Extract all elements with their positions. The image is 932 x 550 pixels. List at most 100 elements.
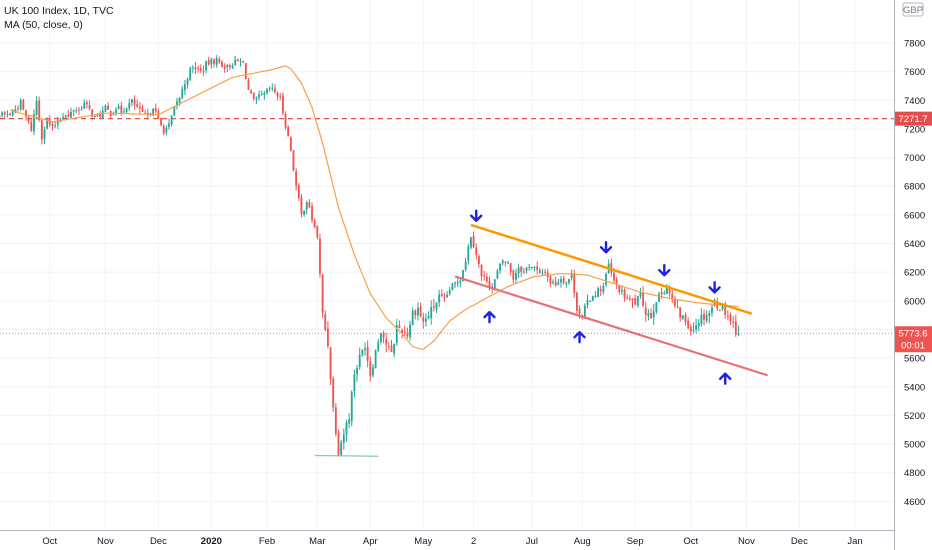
resistance-price-label: 7271.7 [898,114,927,125]
candle-body [525,267,528,271]
candle-body [681,315,684,319]
candle-body [321,274,324,313]
candle-body [154,108,157,112]
candle-body [414,310,417,316]
y-tick-label[interactable]: 7600 [904,67,925,78]
candle-body [520,266,523,272]
y-tick-label[interactable]: 6600 [904,210,925,221]
x-tick-label[interactable]: Mar [309,536,325,547]
x-tick-label[interactable]: Sep [627,536,644,547]
candle-body [19,100,22,110]
candle-body [430,307,433,318]
y-tick-label[interactable]: 4600 [904,497,925,508]
chart-legend[interactable]: UK 100 Index, 1D, TVC MA (50, close, 0) [4,4,114,32]
y-tick-label[interactable]: 7000 [904,153,925,164]
y-tick-label[interactable]: 5200 [904,411,925,422]
candle-body [297,184,300,198]
y-tick-label[interactable]: 7800 [904,38,925,49]
candle-body [101,110,104,118]
candle-body [115,109,117,114]
candle-body [538,269,541,273]
candle-body [477,256,480,265]
candle-body [178,97,181,103]
candle-body [40,120,43,140]
candle-body [448,290,451,294]
arrow-down-icon [658,263,671,277]
candle-body [568,279,570,283]
candle-body [432,306,435,308]
countdown-label: 00:01 [901,341,925,352]
y-tick-label[interactable]: 6200 [904,268,925,279]
x-tick-label[interactable]: Dec [150,536,167,547]
y-axis-ticks[interactable]: 4600480050005200540056005800600062006400… [904,38,925,507]
x-tick-label[interactable]: 2 [471,536,476,547]
candle-body [509,263,512,272]
candle-body [170,115,173,125]
x-tick-label[interactable]: Jul [526,536,538,547]
candle-body [252,92,255,99]
y-tick-label[interactable]: 6000 [904,296,925,307]
candle-body [734,321,737,335]
y-tick-label[interactable]: 4800 [904,468,925,479]
x-tick-label[interactable]: Oct [683,536,698,547]
x-tick-label[interactable]: Oct [42,536,57,547]
candle-body [85,102,88,105]
x-tick-label[interactable]: Nov [738,536,755,547]
candle-body [191,67,194,69]
candle-body [46,118,49,129]
candle-body [3,112,6,115]
x-tick-label[interactable]: Dec [791,536,808,547]
lower-trendline[interactable] [454,275,768,377]
y-tick-label[interactable]: 5000 [904,440,925,451]
candle-body [724,305,727,315]
reference-lines [0,118,894,457]
candle-body [67,114,70,117]
candle-body [639,291,642,297]
candle-body [650,312,652,319]
candle-body [258,94,260,98]
candle-body [289,137,292,152]
x-axis-ticks[interactable]: Oct Nov Dec 2020 Feb Mar Apr May 2 Jul Aug Sep Oct No… [42,536,862,547]
candle-body [326,328,329,347]
x-tick-label[interactable]: May [414,536,432,547]
candle-body [729,314,732,322]
candle-body [133,99,136,105]
candle-body [64,115,67,118]
candle-body [123,111,125,113]
candle-body [27,116,30,122]
x-tick-label[interactable]: Feb [259,536,275,547]
y-tick-label[interactable]: 5400 [904,382,925,393]
legend-title[interactable]: UK 100 Index, 1D, TVC [4,5,114,17]
arrow-up-icon [573,330,586,344]
candle-body [668,287,671,294]
candle-body [377,342,380,351]
candle-body [199,68,202,71]
candle-body [93,115,96,117]
x-tick-label[interactable]: Jan [847,536,862,547]
candle-body [32,113,35,132]
candle-body [271,87,274,89]
y-tick-label[interactable]: 7400 [904,96,925,107]
candle-body [422,317,425,322]
candle-body [70,111,72,118]
candle-body [374,350,377,369]
upper-trendline[interactable] [470,223,753,315]
candle-body [38,100,41,120]
legend-ma[interactable]: MA (50, close, 0) [4,19,83,31]
moving-average-series [9,65,739,351]
x-tick-label[interactable]: Nov [97,536,114,547]
y-tick-label[interactable]: 7200 [904,124,925,135]
x-tick-label[interactable]: Apr [363,536,378,547]
y-tick-label[interactable]: 5600 [904,354,925,365]
candle-body [236,59,239,61]
x-tick-label[interactable]: Aug [574,536,591,547]
candle-body [54,125,57,127]
candle-body [366,346,369,361]
candle-body [78,109,80,111]
candle-body [666,287,668,294]
trendlines[interactable] [454,223,768,377]
y-tick-label[interactable]: 6800 [904,182,925,193]
y-tick-label[interactable]: 6400 [904,239,925,250]
x-tick-label[interactable]: 2020 [201,536,222,547]
